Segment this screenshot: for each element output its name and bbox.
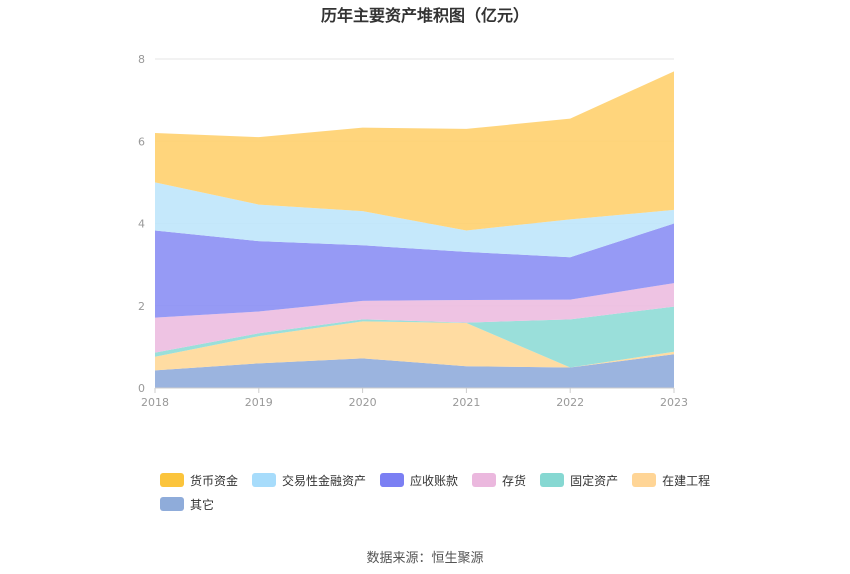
legend-item[interactable]: 交易性金融资产 [252, 472, 366, 488]
data-source: 数据来源：恒生聚源 [366, 551, 484, 566]
y-tick-label: 4 [138, 218, 145, 231]
legend-swatch [632, 473, 657, 487]
area-series-1 [155, 321, 674, 371]
y-tick-label: 0 [138, 382, 145, 395]
chart-title: 历年主要资产堆积图（亿元） [320, 6, 529, 25]
y-tick-label: 2 [138, 300, 145, 313]
legend-label: 固定资产 [570, 473, 619, 488]
stacked-area-chart: 0 2 4 6 8 2018 2019 2020 2021 2022 2023 [138, 53, 688, 409]
area-series-3 [155, 283, 674, 353]
legend-item[interactable]: 固定资产 [540, 472, 618, 488]
legend-item[interactable]: 在建工程 [632, 472, 710, 488]
legend-label: 存货 [502, 473, 527, 488]
legend-item[interactable]: 存货 [472, 472, 526, 488]
x-tick-label: 2018 [141, 396, 169, 409]
legend-label: 交易性金融资产 [282, 473, 367, 488]
legend-label: 其它 [190, 497, 215, 512]
legend-item[interactable]: 应收账款 [380, 472, 458, 488]
x-tick-label: 2020 [349, 396, 377, 409]
area-series-0 [155, 354, 674, 388]
legend-swatch [160, 473, 184, 487]
chart-legend: 货币资金 交易性金融资产 应收账款 存货 固定资产 在建工程其它 [160, 472, 720, 512]
x-tick-label: 2019 [245, 396, 273, 409]
y-tick-label: 6 [138, 135, 145, 148]
x-tick-label: 2021 [452, 396, 480, 409]
legend-label: 货币资金 [190, 473, 239, 488]
legend-item[interactable]: 其它 [160, 496, 214, 512]
x-tick-label: 2023 [660, 396, 688, 409]
legend-swatch [160, 497, 184, 511]
legend-item[interactable]: 货币资金 [160, 472, 238, 488]
legend-swatch [540, 473, 565, 487]
area-series-2 [155, 306, 674, 368]
legend-label: 在建工程 [662, 473, 711, 488]
legend-swatch [472, 473, 497, 487]
legend-label: 应收账款 [410, 473, 459, 488]
area-series-5 [155, 182, 674, 258]
legend-swatch [252, 473, 277, 487]
legend-swatch [380, 473, 405, 487]
area-series-6 [155, 71, 674, 231]
x-tick-label: 2022 [556, 396, 584, 409]
y-tick-label: 8 [138, 53, 145, 66]
area-series-4 [155, 223, 674, 318]
